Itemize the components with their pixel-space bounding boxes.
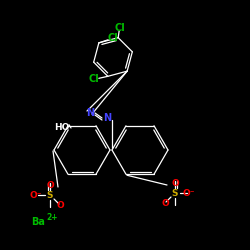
Text: O: O bbox=[171, 178, 179, 188]
Text: O⁻: O⁻ bbox=[30, 190, 42, 200]
Text: N: N bbox=[103, 113, 111, 123]
Text: O⁻: O⁻ bbox=[183, 188, 195, 198]
Text: S: S bbox=[47, 190, 53, 200]
Text: N: N bbox=[86, 108, 94, 118]
Text: Cl: Cl bbox=[88, 74, 99, 84]
Text: Ba: Ba bbox=[31, 217, 45, 227]
Text: 2+: 2+ bbox=[46, 214, 58, 222]
Text: O: O bbox=[161, 198, 169, 207]
Text: Cl: Cl bbox=[115, 23, 126, 33]
Text: O: O bbox=[46, 180, 54, 190]
Text: S: S bbox=[172, 188, 178, 198]
Text: HO: HO bbox=[54, 124, 70, 132]
Text: Cl: Cl bbox=[108, 33, 118, 43]
Text: O: O bbox=[56, 200, 64, 209]
